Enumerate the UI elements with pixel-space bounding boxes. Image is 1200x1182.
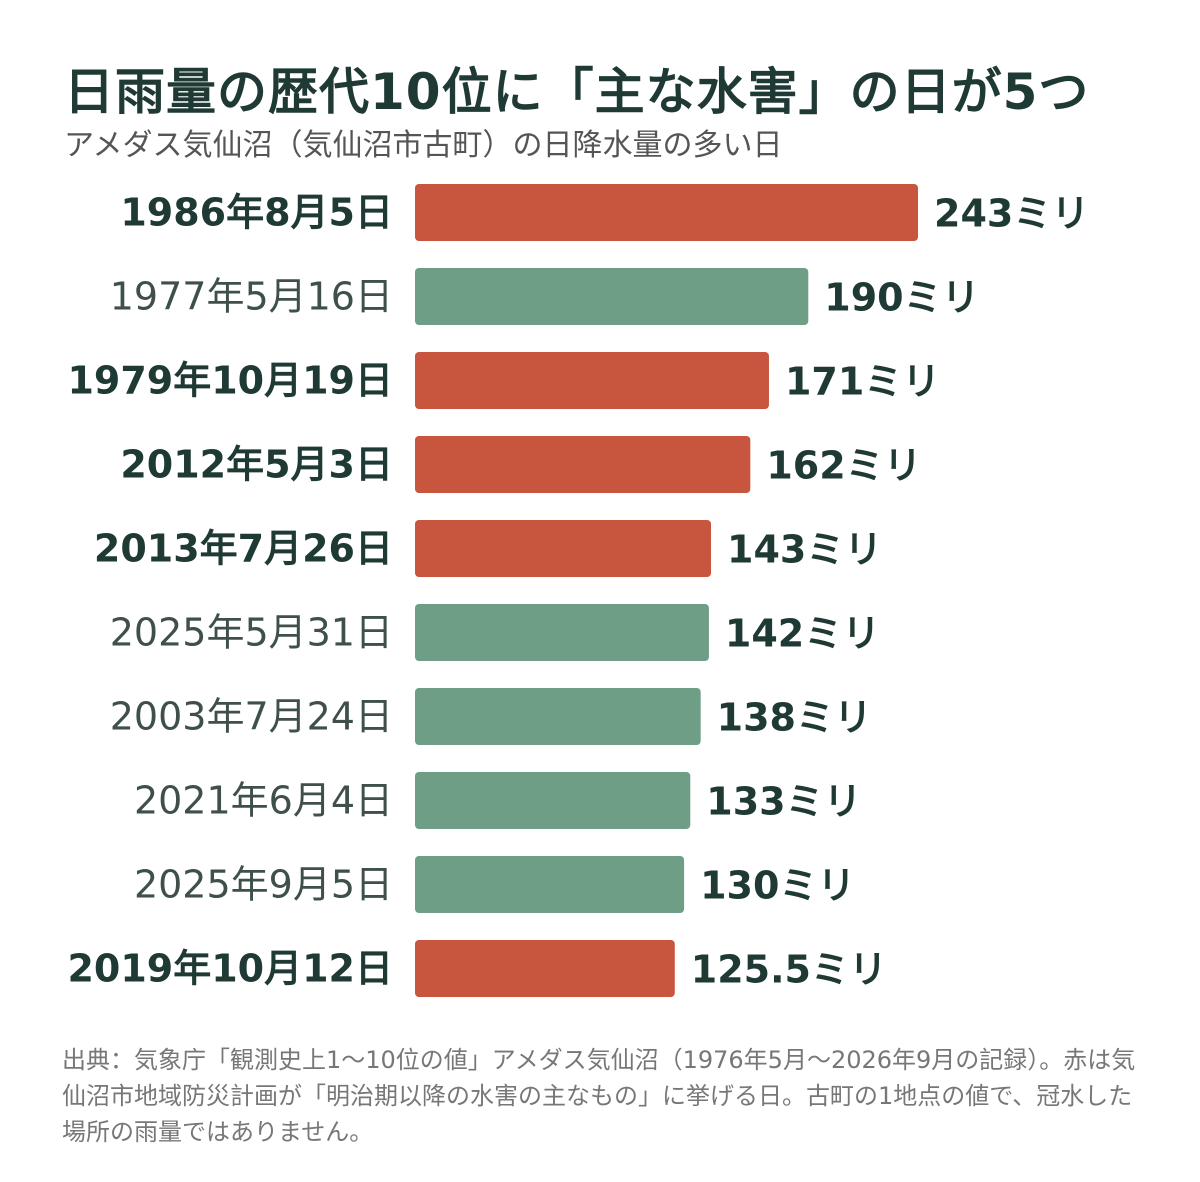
category-label: 1979年10月19日 — [67, 359, 393, 403]
category-label: 2013年7月26日 — [94, 527, 393, 571]
value-label: 243ミリ — [934, 192, 1089, 236]
value-label: 143ミリ — [727, 528, 882, 572]
category-label: 2003年7月24日 — [110, 695, 393, 739]
bar — [415, 688, 701, 745]
bar-chart: 1986年8月5日 243ミリ 1977年5月16日 190ミリ 1979年10月19日… — [67, 184, 1089, 997]
value-label: 130ミリ — [700, 864, 855, 908]
bar — [415, 352, 769, 409]
source-note: 出典：気象庁「観測史上1〜10位の値」アメダス気仙沼（1976年5月〜2026年… — [62, 1046, 1136, 1146]
value-label: 162ミリ — [766, 444, 921, 488]
category-label: 2019年10月12日 — [67, 947, 393, 991]
category-label: 2021年6月4日 — [134, 779, 393, 823]
bar — [415, 856, 685, 913]
bar — [415, 772, 691, 829]
value-label: 171ミリ — [785, 360, 940, 404]
category-label: 1986年8月5日 — [120, 191, 393, 235]
bar — [415, 940, 675, 997]
value-label: 190ミリ — [824, 276, 979, 320]
category-label: 2025年9月5日 — [134, 863, 393, 907]
category-label: 1977年5月16日 — [110, 275, 393, 319]
chart-title: 日雨量の歴代10位に「主な水害」の日が5つ — [64, 63, 1090, 121]
bar — [415, 268, 809, 325]
value-label: 125.5ミリ — [691, 948, 887, 992]
category-label: 2012年5月3日 — [120, 443, 393, 487]
category-label: 2025年5月31日 — [110, 611, 393, 655]
bar — [415, 436, 751, 493]
value-label: 138ミリ — [717, 696, 872, 740]
bar — [415, 604, 709, 661]
bar — [415, 184, 918, 241]
bar — [415, 520, 712, 577]
chart-subtitle: アメダス気仙沼（気仙沼市古町）の日降水量の多い日 — [64, 128, 783, 163]
value-label: 133ミリ — [706, 780, 861, 824]
value-label: 142ミリ — [725, 612, 880, 656]
